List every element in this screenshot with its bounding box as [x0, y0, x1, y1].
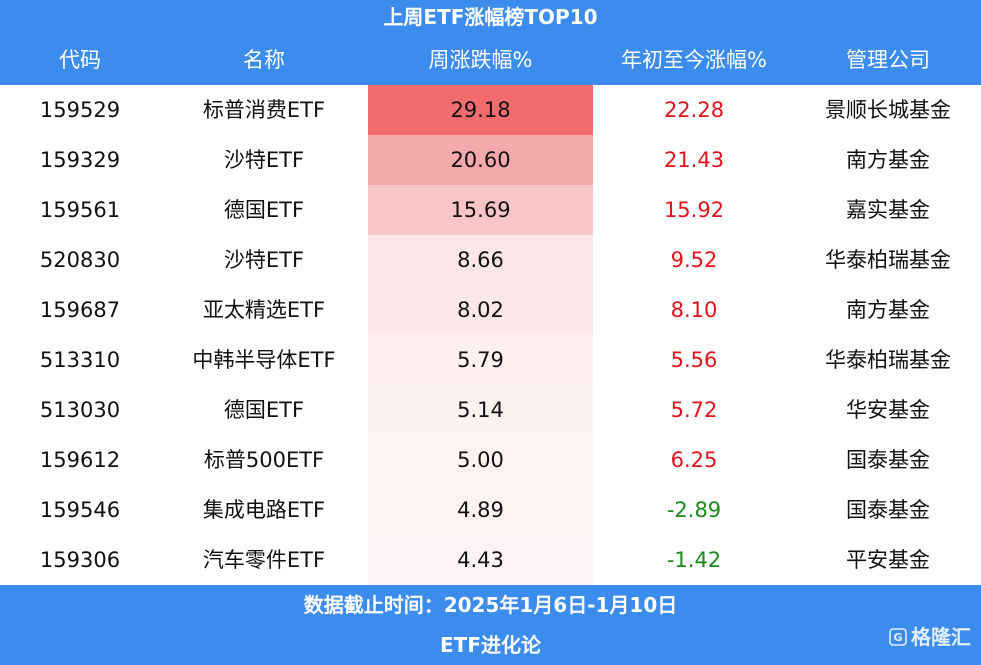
table-cell: 21.43 — [663, 148, 725, 172]
header: 上周ETF涨幅榜TOP10 代码 名称 周涨跌幅% 年初至今涨幅% 管理公司 — [0, 0, 981, 85]
table-cell: 华安基金 — [846, 398, 930, 422]
footer-note: 数据截止时间：2025年1月6日-1月10日 — [303, 593, 678, 617]
column-header: 管理公司 — [846, 48, 930, 72]
table-cell: 159529 — [39, 98, 121, 122]
table-cell: 华泰柏瑞基金 — [825, 248, 951, 272]
table-row: 159612 标普500ETF 5.00 6.25 国泰基金 — [0, 435, 981, 485]
column-header: 代码 — [59, 48, 101, 72]
table-row: 159687 亚太精选ETF 8.02 8.10 南方基金 — [0, 285, 981, 335]
table-title: 上周ETF涨幅榜TOP10 — [383, 5, 598, 29]
table-row: 159546 集成电路ETF 4.89 -2.89 国泰基金 — [0, 485, 981, 535]
table-cell: 集成电路ETF — [202, 498, 326, 522]
table-row: 513310 中韩半导体ETF 5.79 5.56 华泰柏瑞基金 — [0, 335, 981, 385]
table-row: 159561 德国ETF 15.69 15.92 嘉实基金 — [0, 185, 981, 235]
table-cell: 沙特ETF — [223, 148, 305, 172]
table-cell: 9.52 — [670, 248, 718, 272]
column-header: 周涨跌幅% — [428, 48, 533, 72]
table-cell: 15.92 — [663, 198, 725, 222]
watermark-icon: G — [889, 628, 907, 646]
table-cell: -1.42 — [666, 548, 722, 572]
table-cell: 8.10 — [670, 298, 718, 322]
table-cell: 德国ETF — [223, 398, 305, 422]
table-cell: 159546 — [39, 498, 121, 522]
table-cell: 国泰基金 — [846, 498, 930, 522]
table-cell: 华泰柏瑞基金 — [825, 348, 951, 372]
table-cell: 亚太精选ETF — [202, 298, 326, 322]
table-cell: 德国ETF — [223, 198, 305, 222]
table-cell: 平安基金 — [846, 548, 930, 572]
table-cell: 20.60 — [368, 135, 593, 185]
table-cell: 南方基金 — [846, 148, 930, 172]
table-cell: 景顺长城基金 — [825, 98, 951, 122]
table-cell: 嘉实基金 — [846, 198, 930, 222]
table-cell: 159329 — [39, 148, 121, 172]
table-cell: 8.02 — [368, 285, 593, 335]
table-cell: 5.14 — [368, 385, 593, 435]
watermark: G 格隆汇 — [889, 617, 971, 657]
table-cell: 8.66 — [368, 235, 593, 285]
table-cell: 159561 — [39, 198, 121, 222]
table-cell: 6.25 — [670, 448, 718, 472]
footer: 数据截止时间：2025年1月6日-1月10日 ETF进化论 G 格隆汇 — [0, 585, 981, 665]
watermark-text: 格隆汇 — [911, 625, 971, 649]
table-cell: 沙特ETF — [223, 248, 305, 272]
table-cell: 15.69 — [368, 185, 593, 235]
table-cell: 标普消费ETF — [202, 98, 326, 122]
table-cell: 5.72 — [670, 398, 718, 422]
table-cell: 4.89 — [368, 485, 593, 535]
table-cell: 159306 — [39, 548, 121, 572]
table-row: 159329 沙特ETF 20.60 21.43 南方基金 — [0, 135, 981, 185]
table-cell: 5.56 — [670, 348, 718, 372]
table-cell: 标普500ETF — [203, 448, 325, 472]
table-body: 159529 标普消费ETF 29.18 22.28 景顺长城基金 159329 沙特ETF… — [0, 85, 981, 585]
table-cell: 南方基金 — [846, 298, 930, 322]
footer-source: ETF进化论 — [440, 633, 541, 657]
table-cell: 513030 — [39, 398, 121, 422]
table-cell: 汽车零件ETF — [202, 548, 326, 572]
table-cell: 520830 — [39, 248, 121, 272]
table-cell: -2.89 — [666, 498, 722, 522]
table-cell: 513310 — [39, 348, 121, 372]
table-cell: 5.00 — [368, 435, 593, 485]
table-row: 159306 汽车零件ETF 4.43 -1.42 平安基金 — [0, 535, 981, 585]
table-cell: 29.18 — [368, 85, 593, 135]
table-row: 159529 标普消费ETF 29.18 22.28 景顺长城基金 — [0, 85, 981, 135]
table-cell: 中韩半导体ETF — [192, 348, 336, 372]
column-header-row: 代码 名称 周涨跌幅% 年初至今涨幅% 管理公司 — [0, 35, 981, 85]
svg-text:G: G — [893, 631, 902, 644]
table-cell: 4.43 — [368, 535, 593, 585]
table-cell: 5.79 — [368, 335, 593, 385]
table-row: 513030 德国ETF 5.14 5.72 华安基金 — [0, 385, 981, 435]
table-cell: 国泰基金 — [846, 448, 930, 472]
column-header: 名称 — [243, 48, 285, 72]
table-cell: 159612 — [39, 448, 121, 472]
table-row: 520830 沙特ETF 8.66 9.52 华泰柏瑞基金 — [0, 235, 981, 285]
table-cell: 22.28 — [663, 98, 725, 122]
table-cell: 159687 — [39, 298, 121, 322]
column-header: 年初至今涨幅% — [621, 48, 767, 72]
